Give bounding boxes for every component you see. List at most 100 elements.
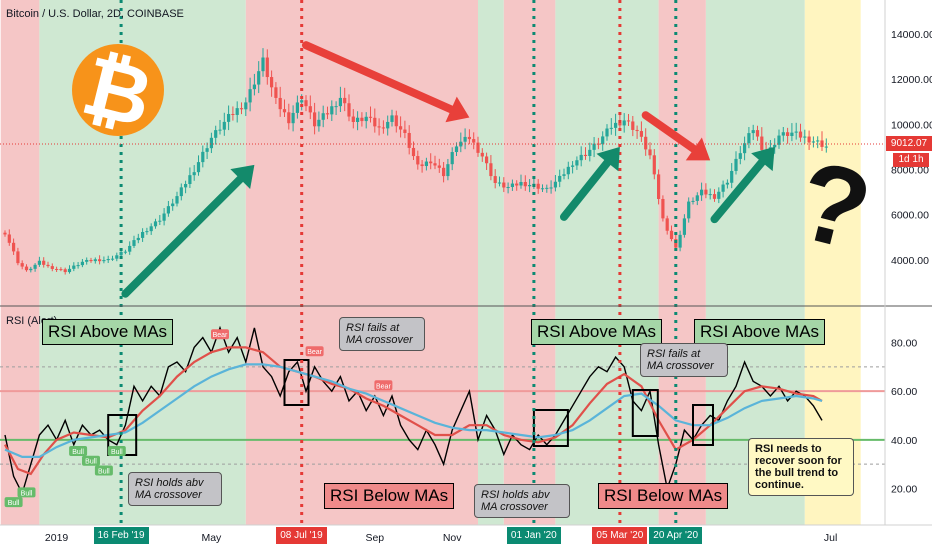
candle-body: [467, 136, 471, 140]
candle-body: [235, 108, 239, 115]
candle-body: [571, 165, 575, 167]
candle-body: [265, 57, 269, 78]
label-rsi-below-2: RSI Below MAs: [598, 483, 729, 509]
candle-body: [626, 120, 631, 122]
rsi-highlight-box: [532, 409, 569, 447]
date-chip: 16 Feb '19: [93, 527, 149, 544]
candle-body: [605, 128, 609, 137]
candle-body: [37, 260, 41, 265]
candle-body: [110, 258, 115, 260]
candle-body: [773, 144, 777, 148]
interval-badge: 1d 1h: [893, 153, 929, 167]
candle-body: [708, 194, 712, 196]
candle-body: [231, 113, 235, 115]
candle-body: [128, 245, 132, 252]
candle-body: [540, 188, 545, 190]
price-candles: [3, 48, 828, 275]
last-price-badge: 9012.07: [886, 136, 932, 151]
candle-body: [162, 213, 166, 221]
candle-body: [601, 136, 605, 145]
candle-body: [536, 183, 540, 189]
candle-body: [562, 174, 566, 176]
bear-arrow-2: [641, 111, 698, 153]
candle-body: [803, 136, 807, 138]
candle-body: [89, 259, 93, 262]
candle-body: [777, 135, 781, 145]
candle-body: [476, 142, 480, 153]
candle-body: [304, 100, 308, 107]
candle-body: [141, 231, 145, 238]
bull-arrow-1-head: [230, 164, 255, 189]
signal-tag-bull: [4, 497, 23, 508]
callout-fails-2: RSI fails at MA crossover: [640, 343, 728, 377]
label-rsi-above-3: RSI Above MAs: [694, 319, 826, 345]
candle-body: [411, 147, 416, 157]
candle-body: [192, 172, 196, 176]
rsi-tick-label: 80.00: [891, 338, 917, 350]
candle-body: [523, 181, 527, 187]
rsi-highlight-box: [631, 389, 659, 437]
price-tick-label: 8000.00: [891, 164, 929, 176]
candle-body: [545, 187, 549, 189]
x-axis-label: May: [201, 532, 222, 544]
candle-body: [98, 259, 102, 262]
candle-body: [639, 131, 643, 137]
candle-body: [158, 220, 162, 222]
candle-body: [558, 175, 562, 182]
candle-body: [588, 149, 592, 156]
candle-body: [424, 161, 428, 167]
candle-body: [132, 240, 136, 246]
bull-arrow-3: [710, 158, 766, 224]
signal-tag-label: Bear: [376, 383, 391, 390]
rsi-highlight-box: [283, 359, 310, 406]
candle-body: [648, 149, 652, 156]
candle-body: [734, 158, 738, 171]
candle-body: [67, 268, 72, 273]
candle-body: [270, 77, 274, 88]
candle-body: [102, 260, 106, 262]
signal-tag-label: Bull: [85, 459, 97, 466]
callout-fails-1: RSI fails at MA crossover: [339, 317, 425, 351]
candle-body: [24, 266, 29, 271]
signal-tag-bull: [69, 446, 88, 456]
date-chip: 08 Jul '19: [276, 527, 327, 544]
signal-tag-bear: [211, 329, 229, 340]
candle-body: [416, 156, 420, 165]
candle-body: [446, 164, 450, 177]
bull-arrow-2-head: [596, 146, 620, 172]
x-axis-label: Nov: [443, 532, 462, 544]
candle-body: [816, 140, 820, 142]
candle-body: [188, 175, 192, 185]
candle-body: [635, 129, 639, 132]
candle-body: [390, 115, 394, 122]
candle-body: [682, 218, 686, 235]
candle-body: [790, 132, 794, 136]
candle-body: [184, 184, 188, 188]
candle-body: [472, 139, 476, 143]
candle-body: [93, 259, 97, 262]
candle-body: [291, 112, 295, 124]
signal-tag-label: Bear: [307, 349, 322, 356]
candle-body: [450, 152, 454, 165]
candle-body: [179, 187, 183, 197]
candle-body: [691, 200, 695, 202]
candle-body: [695, 195, 699, 201]
candle-body: [377, 126, 381, 128]
zone-band-rsi-above: [555, 0, 659, 525]
zone-band-rsi-above: [705, 0, 805, 525]
candle-body: [442, 167, 446, 177]
candle-body: [295, 102, 299, 113]
candle-body: [669, 230, 674, 240]
candle-body: [76, 265, 80, 267]
candle-body: [368, 116, 373, 118]
candle-body: [485, 156, 489, 164]
candle-body: [201, 151, 205, 163]
candle-body: [738, 153, 742, 159]
signal-tag-bull: [107, 446, 126, 456]
signal-tag-bull: [82, 455, 100, 466]
candle-body: [356, 117, 360, 122]
rsi-reference-lines: [0, 366, 885, 465]
price-tick-label: 14000.00: [891, 29, 932, 41]
